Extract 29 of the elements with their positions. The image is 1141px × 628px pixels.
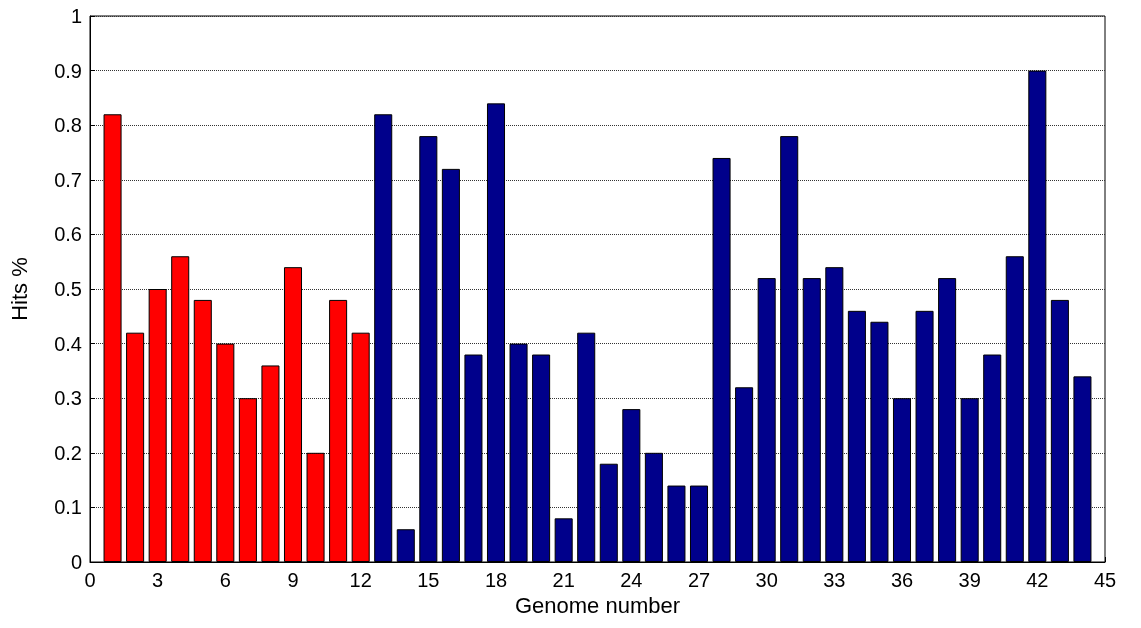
x-tick-label: 45 (1093, 569, 1117, 591)
x-tick-label: 42 (1026, 569, 1049, 591)
y-axis-title: Hits % (6, 257, 32, 321)
x-tick-label: 36 (890, 569, 914, 591)
y-tick-label: 0.2 (54, 441, 82, 464)
x-tick-label: 18 (484, 569, 508, 591)
x-tick-label: 12 (349, 569, 372, 591)
x-tick-label: 21 (552, 569, 575, 591)
x-tick-label: 24 (620, 569, 643, 591)
x-tick-label: 39 (958, 569, 981, 591)
y-tick-label: 0 (70, 551, 82, 573)
y-tick-label: 0.5 (54, 278, 82, 300)
y-tick-label: 0.6 (54, 223, 82, 246)
x-axis-title: Genome number (514, 593, 681, 619)
x-tick-label: 33 (823, 569, 846, 591)
x-tick-label: 30 (755, 569, 778, 591)
x-tick-label: 9 (287, 569, 299, 591)
x-tick-label: 0 (84, 569, 96, 591)
y-tick-label: 0.3 (54, 387, 82, 410)
x-tick-label: 3 (152, 569, 164, 591)
y-tick-label: 0.7 (54, 168, 82, 191)
x-tick-label: 6 (219, 569, 231, 591)
y-tick-label: 1 (70, 5, 82, 27)
x-tick-label: 15 (417, 569, 440, 591)
y-tick-label: 0.9 (54, 59, 82, 82)
y-tick-label: 0.4 (54, 332, 82, 355)
y-tick-label: 0.8 (54, 114, 82, 137)
x-tick-label: 27 (687, 569, 711, 591)
y-tick-label: 0.1 (54, 496, 82, 519)
